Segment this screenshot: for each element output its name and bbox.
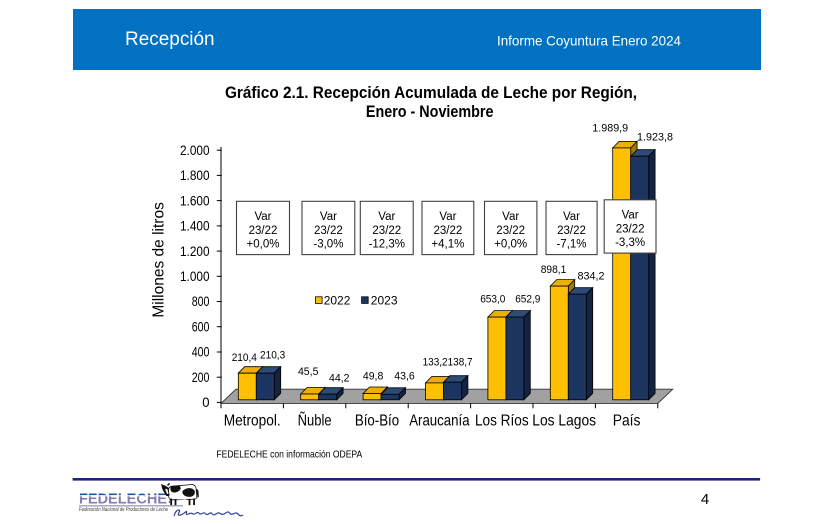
svg-text:2.000: 2.000 xyxy=(180,143,210,158)
svg-text:Ñuble: Ñuble xyxy=(298,410,332,430)
svg-text:Var: Var xyxy=(378,211,395,223)
svg-text:1.400: 1.400 xyxy=(180,219,210,234)
svg-text:200: 200 xyxy=(192,370,210,385)
svg-text:23/22: 23/22 xyxy=(249,225,278,237)
svg-text:Bío-Bío: Bío-Bío xyxy=(355,413,399,430)
svg-text:400: 400 xyxy=(192,345,210,360)
svg-text:23/22: 23/22 xyxy=(557,225,586,237)
svg-text:49,8: 49,8 xyxy=(363,371,384,383)
svg-text:Informe Coyuntura Enero 2024: Informe Coyuntura Enero 2024 xyxy=(497,33,681,49)
svg-text:Metropol.: Metropol. xyxy=(224,413,281,430)
svg-text:23/22: 23/22 xyxy=(496,225,525,237)
svg-text:+0,0%: +0,0% xyxy=(494,239,527,251)
svg-text:23/22: 23/22 xyxy=(616,223,645,235)
svg-text:1.600: 1.600 xyxy=(180,193,210,208)
svg-text:800: 800 xyxy=(192,294,210,309)
svg-text:1.800: 1.800 xyxy=(180,168,210,183)
svg-text:Los Ríos: Los Ríos xyxy=(475,413,529,430)
svg-text:652,9: 652,9 xyxy=(515,294,540,306)
svg-text:Recepción: Recepción xyxy=(125,28,215,50)
svg-text:FEDELECHE: FEDELECHE xyxy=(79,491,167,508)
svg-text:+4,1%: +4,1% xyxy=(431,239,464,251)
svg-text:Gráfico 2.1. Recepción Acumula: Gráfico 2.1. Recepción Acumulada de Lech… xyxy=(225,84,637,102)
svg-text:23/22: 23/22 xyxy=(314,225,343,237)
svg-text:0: 0 xyxy=(202,395,210,410)
svg-text:1.923,8: 1.923,8 xyxy=(637,132,673,144)
svg-text:210,4: 210,4 xyxy=(232,352,257,364)
svg-text:Araucanía: Araucanía xyxy=(409,413,469,430)
svg-text:Var: Var xyxy=(622,210,639,222)
svg-text:+0,0%: +0,0% xyxy=(247,239,280,251)
svg-text:898,1: 898,1 xyxy=(541,264,567,276)
svg-text:Var: Var xyxy=(439,211,456,223)
svg-text:133,2138,7: 133,2138,7 xyxy=(423,356,473,368)
svg-text:-3,3%: -3,3% xyxy=(615,237,645,249)
svg-text:653,0: 653,0 xyxy=(480,294,505,306)
svg-text:23/22: 23/22 xyxy=(372,225,401,237)
svg-text:Var: Var xyxy=(254,211,271,223)
svg-text:-7,1%: -7,1% xyxy=(556,239,586,251)
svg-text:45,5: 45,5 xyxy=(298,366,319,378)
svg-text:Millones de litros: Millones de litros xyxy=(151,202,168,318)
svg-text:FEDELECHE: FEDELECHE xyxy=(79,491,167,508)
svg-text:1.000: 1.000 xyxy=(180,269,210,284)
svg-text:Federación Nacional de Product: Federación Nacional de Productores de Le… xyxy=(79,507,168,513)
svg-text:2023: 2023 xyxy=(371,293,398,307)
svg-text:Var: Var xyxy=(502,211,519,223)
svg-text:Var: Var xyxy=(563,211,580,223)
svg-text:-3,0%: -3,0% xyxy=(313,239,343,251)
svg-text:Los Lagos: Los Lagos xyxy=(532,413,596,430)
svg-text:44,2: 44,2 xyxy=(329,373,350,385)
svg-text:FEDELECHE con información ODEP: FEDELECHE con información ODEPA xyxy=(216,449,362,461)
svg-text:2022: 2022 xyxy=(324,293,351,307)
svg-text:1.989,9: 1.989,9 xyxy=(592,123,628,135)
svg-text:País: País xyxy=(613,413,641,430)
svg-text:Var: Var xyxy=(320,211,337,223)
svg-text:600: 600 xyxy=(192,319,210,334)
svg-text:4: 4 xyxy=(701,491,709,508)
svg-text:834,2: 834,2 xyxy=(578,271,605,283)
svg-text:23/22: 23/22 xyxy=(434,225,463,237)
svg-text:Enero - Noviembre: Enero - Noviembre xyxy=(366,103,494,121)
svg-text:-12,3%: -12,3% xyxy=(369,239,405,251)
svg-text:43,6: 43,6 xyxy=(394,371,415,383)
svg-text:1.200: 1.200 xyxy=(180,244,210,259)
svg-text:210,3: 210,3 xyxy=(260,350,285,362)
